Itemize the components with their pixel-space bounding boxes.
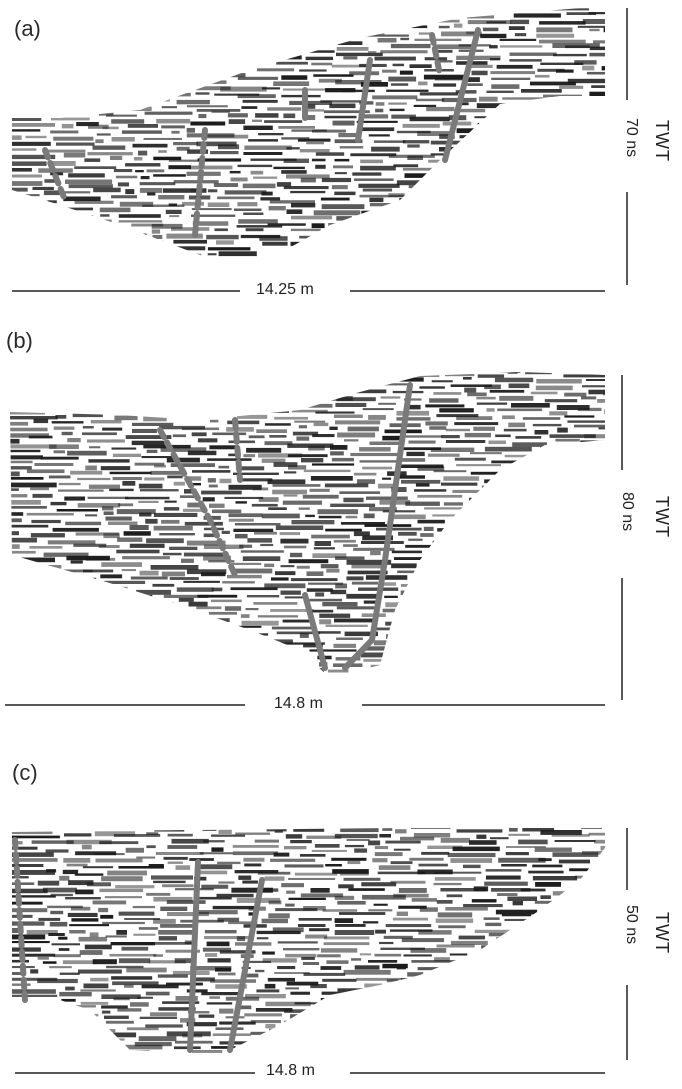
panel-a-label: (a): [14, 16, 41, 41]
panel-c-time: 50 ns: [623, 905, 640, 945]
panel-c-faults: [12, 837, 265, 1053]
panel-c-reflectors: [12, 828, 605, 1055]
panel-b-radargram: [5, 372, 623, 706]
panel-c-label: (c): [12, 760, 38, 785]
panel-b-label: (b): [6, 328, 33, 353]
panel-a-faults: [42, 27, 481, 238]
panel-b-distance: 14.8 m: [268, 695, 329, 713]
panel-b-faults: [157, 382, 413, 671]
panel-c-axis: TWT: [652, 912, 672, 954]
panel-a: (a) 14.25 m 70 ns TWT: [0, 0, 682, 300]
panel-b: (b) 14.8 m 80 ns TWT: [5, 328, 672, 713]
panel-a-distance: 14.25 m: [250, 281, 320, 299]
panel-c-distance: 14.8 m: [260, 1062, 321, 1080]
panel-a-radargram: [12, 6, 628, 292]
